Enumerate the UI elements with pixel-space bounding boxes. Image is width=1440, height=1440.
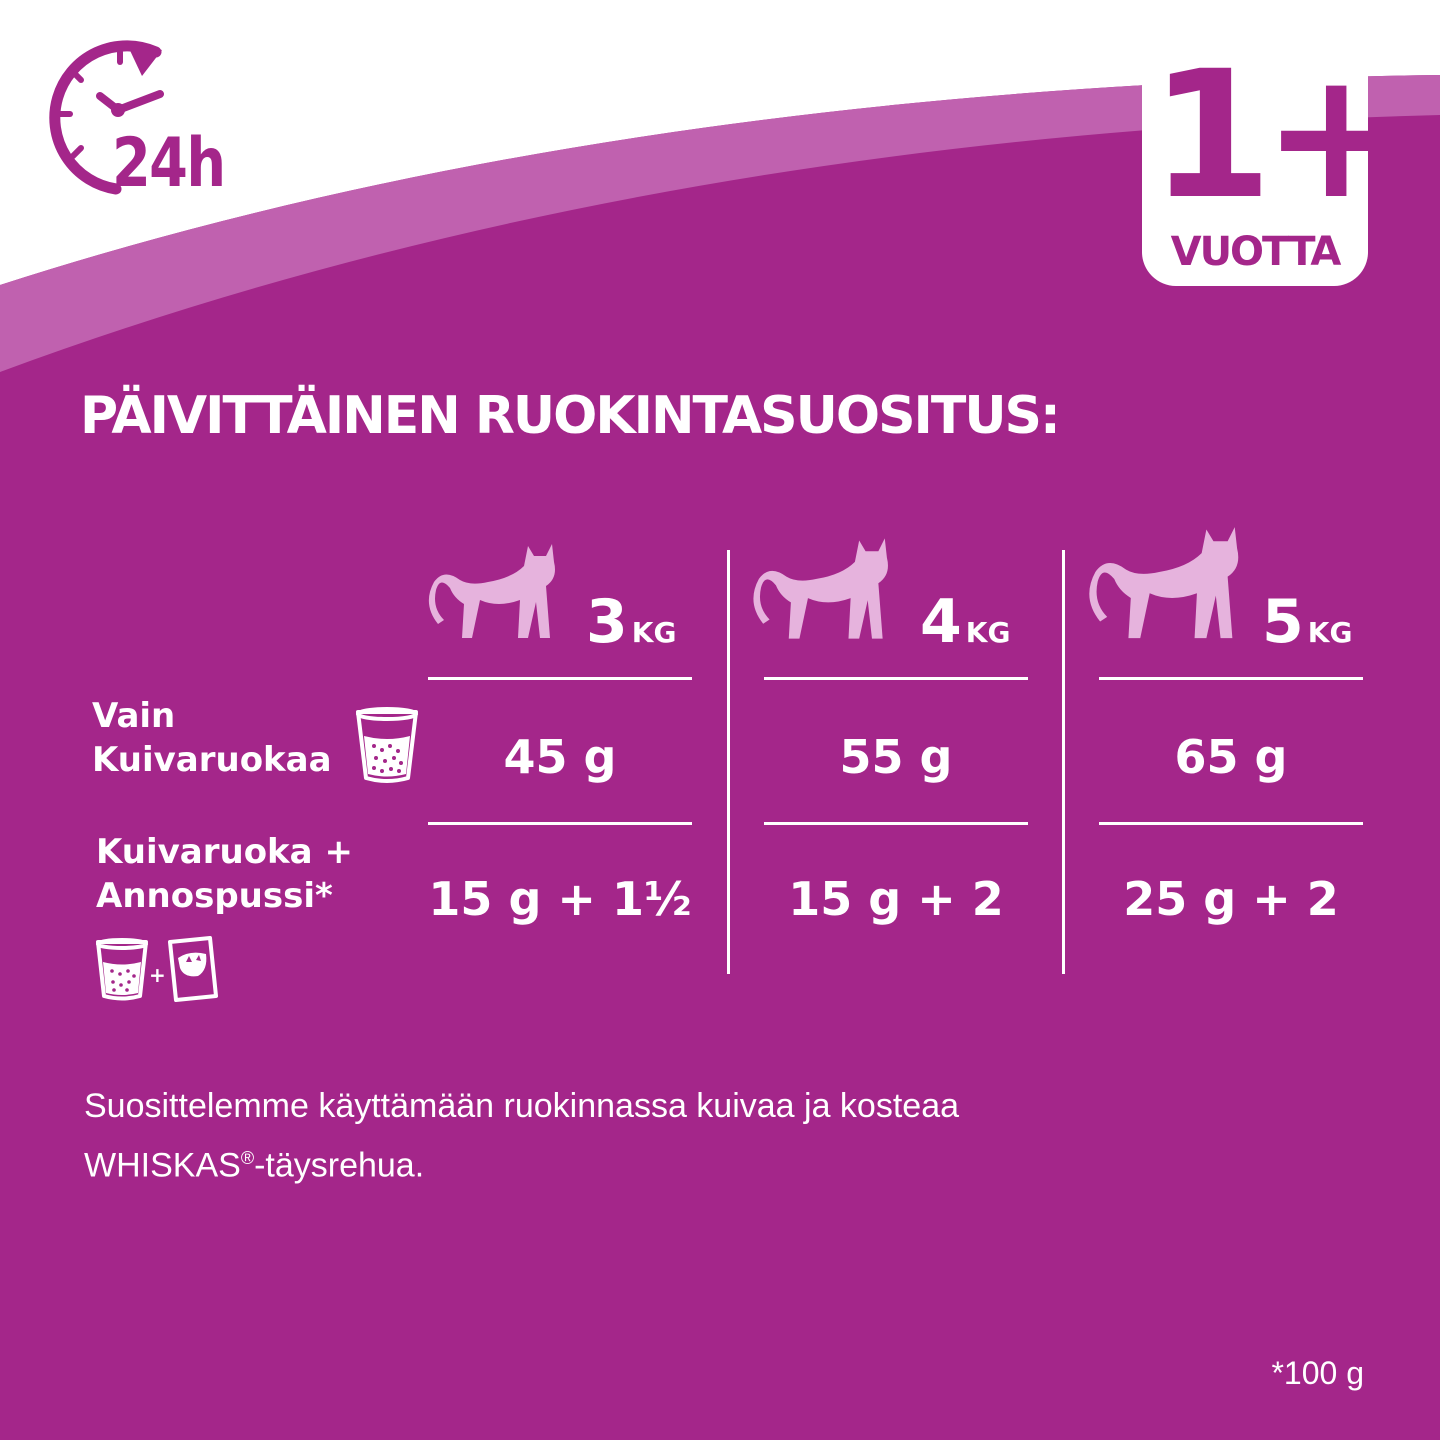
cell-mixed-3kg: 15 g + 1½ — [428, 872, 692, 926]
weight-value: 5 — [1262, 587, 1304, 657]
svg-text:+: + — [149, 963, 166, 987]
cell-dry-5kg: 65 g — [1174, 730, 1288, 784]
dry-food-cup-icon — [356, 707, 418, 783]
page-title: PÄIVITTÄINEN RUOKINTASUOSITUS: — [80, 386, 1061, 446]
weight-4kg: 4 KG — [920, 592, 1010, 652]
divider — [428, 677, 692, 680]
row-label-dry-food: Vain Kuivaruokaa — [92, 694, 332, 782]
cell-mixed-4kg: 15 g + 2 — [788, 872, 1004, 926]
brand-name: WHISKAS — [84, 1146, 241, 1185]
footnote: *100 g — [1271, 1355, 1364, 1391]
clock-label: 24h — [112, 124, 226, 203]
weight-unit: KG — [1307, 616, 1353, 649]
age-badge-unit: VUOTTA — [1170, 229, 1342, 275]
cell-dry-3kg: 45 g — [503, 730, 617, 784]
clock-icon — [49, 40, 164, 195]
weight-unit: KG — [631, 616, 677, 649]
weight-value: 3 — [586, 587, 628, 657]
note-rest: -täysrehua. — [254, 1146, 425, 1185]
divider — [764, 677, 1028, 680]
row-label-line: Vain — [92, 696, 176, 736]
cat-icon — [753, 538, 888, 639]
cell-dry-4kg: 55 g — [839, 730, 953, 784]
row-label-line: Kuivaruoka + — [96, 832, 353, 872]
note-line: WHISKAS®-täysrehua. — [84, 1132, 1284, 1191]
registered-mark: ® — [240, 1148, 255, 1168]
divider — [1099, 822, 1363, 825]
column-divider — [727, 550, 730, 974]
weight-unit: KG — [965, 616, 1011, 649]
weight-3kg: 3 KG — [586, 592, 676, 652]
age-badge — [1142, 40, 1368, 286]
row-label-mixed: Kuivaruoka + Annospussi* — [96, 830, 353, 918]
divider — [764, 822, 1028, 825]
divider — [428, 822, 692, 825]
age-badge-value: 1+ — [1150, 33, 1410, 238]
cat-icon — [1089, 527, 1239, 639]
column-divider — [1062, 550, 1065, 974]
divider — [1099, 677, 1363, 680]
row-label-line: Annospussi* — [96, 876, 333, 916]
weight-5kg: 5 KG — [1262, 592, 1352, 652]
note-line: Suosittelemme käyttämään ruokinnassa kui… — [84, 1087, 960, 1125]
row-label-line: Kuivaruokaa — [92, 740, 332, 780]
cell-mixed-5kg: 25 g + 2 — [1123, 872, 1339, 926]
recommendation-note: Suosittelemme käyttämään ruokinnassa kui… — [84, 1080, 1284, 1191]
weight-value: 4 — [920, 587, 962, 657]
dry-food-plus-pouch-icon: + — [96, 936, 218, 1002]
cat-icon — [428, 544, 555, 638]
